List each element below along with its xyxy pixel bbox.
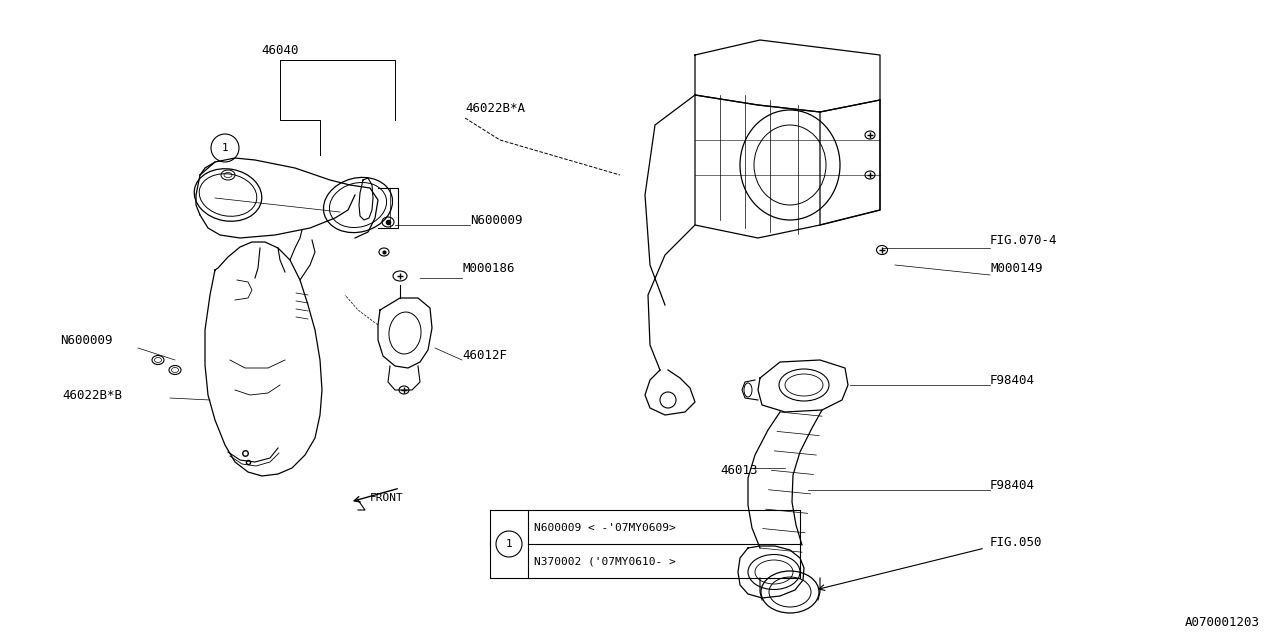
Text: M000149: M000149 xyxy=(989,262,1042,275)
Text: A070001203: A070001203 xyxy=(1185,616,1260,628)
Text: N370002 ('07MY0610- >: N370002 ('07MY0610- > xyxy=(534,556,676,566)
Text: F98404: F98404 xyxy=(989,374,1036,387)
Text: M000186: M000186 xyxy=(462,262,515,275)
Text: FRONT: FRONT xyxy=(370,493,403,503)
Text: 46040: 46040 xyxy=(261,44,298,56)
Text: N600009: N600009 xyxy=(470,214,522,227)
Text: 1: 1 xyxy=(506,539,512,549)
Text: N600009: N600009 xyxy=(60,333,113,346)
Text: FIG.070-4: FIG.070-4 xyxy=(989,234,1057,246)
Text: 46022B*A: 46022B*A xyxy=(465,102,525,115)
Text: 46022B*B: 46022B*B xyxy=(61,388,122,401)
Text: F98404: F98404 xyxy=(989,479,1036,492)
Text: 46013: 46013 xyxy=(721,463,758,477)
Text: N600009 < -'07MY0609>: N600009 < -'07MY0609> xyxy=(534,524,676,533)
Text: 1: 1 xyxy=(221,143,228,153)
Text: FIG.050: FIG.050 xyxy=(989,536,1042,548)
Text: 46012F: 46012F xyxy=(462,349,507,362)
